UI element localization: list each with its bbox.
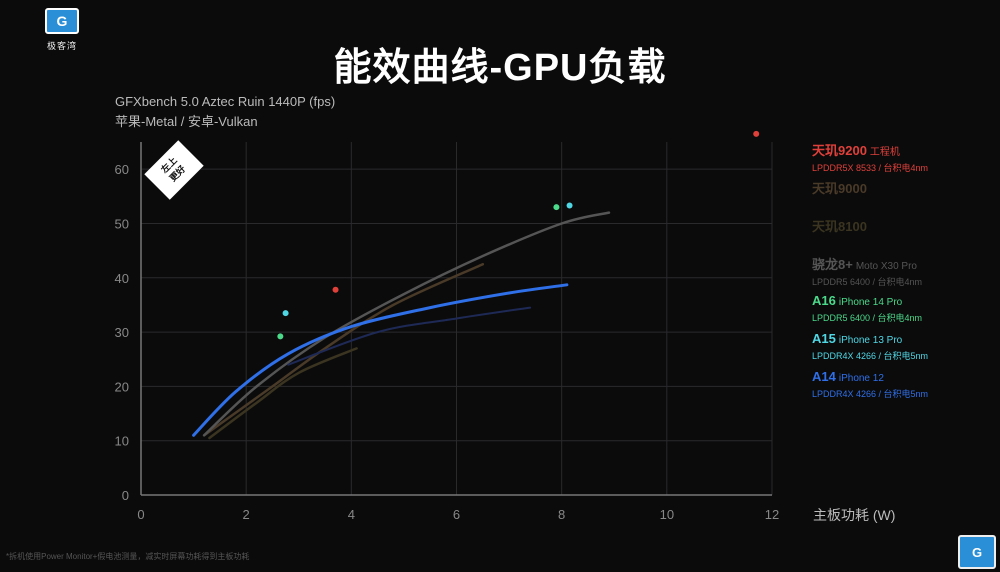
- legend-chip-label: A15: [812, 331, 836, 346]
- x-tick-label: 6: [453, 507, 460, 522]
- data-point: [282, 310, 289, 317]
- legend-memory-label: LPDDR5X 8533 / 台积电4nm: [812, 163, 929, 173]
- data-point: [566, 202, 573, 209]
- x-axis-label: 主板功耗 (W): [813, 507, 896, 523]
- series-line: [192, 283, 569, 437]
- watermark-logo-icon: G: [958, 535, 996, 569]
- legend-memory-label: LPDDR4X 4266 / 台积电5nm: [812, 351, 929, 361]
- legend-memory-label: LPDDR4X 4266 / 台积电5nm: [812, 389, 929, 399]
- series-line: [287, 306, 532, 366]
- brand-logo-icon: G: [45, 8, 79, 34]
- brand-logo-caption: 极客湾: [46, 41, 77, 51]
- legend-item: [812, 406, 992, 425]
- legend-device-label: 工程机: [869, 147, 900, 158]
- chart-subtitle: GFXbench 5.0 Aztec Ruin 1440P (fps): [115, 94, 336, 109]
- legend-item: 天玑9000: [812, 178, 992, 199]
- legend-item: 天玑8100: [812, 216, 992, 237]
- x-tick-label: 8: [558, 507, 565, 522]
- legend-chip-label: 骁龙8+: [812, 257, 853, 272]
- chart-api-note: 苹果-Metal / 安卓-Vulkan: [115, 114, 258, 129]
- legend-device-label: iPhone 12: [838, 373, 884, 384]
- legend-chip-label: 天玑9200: [812, 143, 867, 158]
- x-tick-label: 4: [348, 507, 355, 522]
- legend-item: 天玑9200 工程机 LPDDR5X 8533 / 台积电4nm: [812, 140, 992, 174]
- footnote: *拆机使用Power Monitor+假电池测量，减实时屏幕功耗得到主板功耗: [6, 552, 250, 561]
- x-tick-label: 10: [660, 507, 674, 522]
- x-tick-label: 0: [137, 507, 144, 522]
- legend-chip-label: A16: [812, 293, 836, 308]
- legend-memory-label: LPDDR5 6400 / 台积电4nm: [812, 313, 923, 323]
- series-line: [202, 211, 611, 437]
- series-line: [208, 347, 358, 440]
- page-title: 能效曲线-GPU负载: [333, 47, 667, 89]
- x-tick-label: 2: [243, 507, 250, 522]
- y-tick-label: 20: [115, 379, 129, 394]
- y-tick-label: 30: [115, 325, 129, 340]
- data-point: [553, 204, 560, 211]
- y-tick-label: 40: [115, 271, 129, 286]
- legend-device-label: Moto X30 Pro: [855, 261, 917, 272]
- y-tick-label: 50: [115, 216, 129, 231]
- brand-logo: G 极客湾: [42, 8, 82, 52]
- legend-item: A14 iPhone 12 LPDDR4X 4266 / 台积电5nm: [812, 368, 992, 400]
- legend-memory-label: LPDDR5 6400 / 台积电4nm: [812, 277, 923, 287]
- legend-chip-label: 天玑8100: [812, 219, 867, 234]
- legend-chip-label: A14: [812, 369, 836, 384]
- legend-item: 骁龙8+ Moto X30 Pro LPDDR5 6400 / 台积电4nm: [812, 254, 992, 288]
- legend-item: A15 iPhone 13 Pro LPDDR4X 4266 / 台积电5nm: [812, 330, 992, 362]
- data-point: [753, 130, 760, 137]
- legend-device-label: iPhone 13 Pro: [838, 335, 903, 346]
- legend-item: A16 iPhone 14 Pro LPDDR5 6400 / 台积电4nm: [812, 292, 992, 324]
- y-tick-label: 10: [115, 434, 129, 449]
- y-tick-label: 0: [122, 488, 129, 503]
- legend-chip-label: 天玑9000: [812, 181, 867, 196]
- y-tick-label: 60: [115, 162, 129, 177]
- legend-device-label: iPhone 14 Pro: [838, 297, 903, 308]
- data-point: [332, 286, 339, 293]
- series-line: [202, 262, 485, 437]
- x-tick-label: 12: [765, 507, 779, 522]
- data-point: [277, 333, 284, 340]
